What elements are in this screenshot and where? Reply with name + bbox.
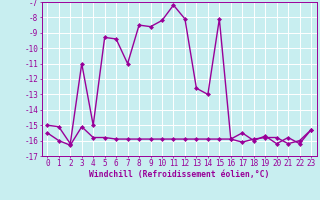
X-axis label: Windchill (Refroidissement éolien,°C): Windchill (Refroidissement éolien,°C) xyxy=(89,170,269,179)
